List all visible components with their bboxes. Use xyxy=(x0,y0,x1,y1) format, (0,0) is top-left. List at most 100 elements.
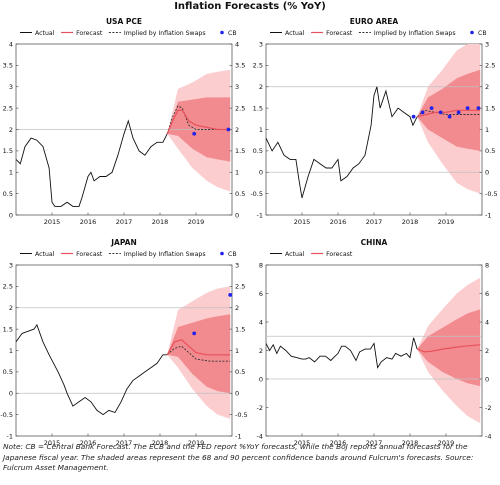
cb-point xyxy=(476,106,481,111)
y-tick-label-right: 1.5 xyxy=(235,147,245,155)
legend-actual-label: Actual xyxy=(35,251,55,258)
y-tick-label-left: 3 xyxy=(259,40,263,48)
legend-cb-label: CB xyxy=(228,30,237,37)
x-tick-label: 2015 xyxy=(44,218,61,226)
band-68 xyxy=(417,69,481,151)
chart-euro: EURO AREA Actual Forecast Implied by Inflat… xyxy=(250,17,497,226)
legend: Actual Forecast xyxy=(270,251,353,258)
cb-point xyxy=(465,106,470,111)
y-tick-label-right: 2 xyxy=(235,126,239,134)
y-tick-label-left: 2.5 xyxy=(253,62,263,70)
y-tick-label-left: -4 xyxy=(257,432,263,440)
legend-actual-label: Actual xyxy=(285,30,305,37)
x-tick-label: 2019 xyxy=(188,218,205,226)
series-actual xyxy=(266,86,418,199)
cb-point xyxy=(420,110,425,115)
x-tick-label: 2017 xyxy=(366,439,383,447)
x-tick-label: 2017 xyxy=(366,218,383,226)
chart-title: USA PCE xyxy=(106,17,142,26)
y-tick-label-left: 2.5 xyxy=(3,104,13,112)
y-tick-label-right: 1 xyxy=(235,347,239,355)
y-tick-label-right: 2.5 xyxy=(485,62,495,70)
y-tick-label-right: -2 xyxy=(485,404,491,412)
y-tick-label-left: 0.5 xyxy=(3,368,13,376)
y-tick-label-right: 1 xyxy=(235,169,239,177)
cb-point xyxy=(411,114,416,119)
y-tick-label-left: 0 xyxy=(259,375,263,383)
y-tick-label-left: -0.5 xyxy=(0,411,13,419)
x-tick-label: 2019 xyxy=(438,439,455,447)
series-forecast xyxy=(417,109,481,118)
x-tick-label: 2018 xyxy=(402,218,419,226)
x-tick-label: 2019 xyxy=(438,218,455,226)
footnote: Note: CB = Central Bank Forecast. The EC… xyxy=(3,442,474,472)
cb-point xyxy=(429,106,434,111)
y-tick-label-right: 2 xyxy=(235,304,239,312)
cb-point xyxy=(228,293,232,297)
legend-forecast-label: Forecast xyxy=(76,251,103,258)
y-tick-label-right: 0.5 xyxy=(235,368,245,376)
y-tick-label-left: 0.5 xyxy=(253,147,263,155)
chart-title: EURO AREA xyxy=(350,17,399,26)
main-title: Inflation Forecasts (% YoY) xyxy=(174,1,326,12)
y-tick-label-left: 0.5 xyxy=(3,190,13,198)
chart-usa: USA PCE Actual Forecast Implied by Inflatio… xyxy=(3,17,246,226)
plot-area xyxy=(266,277,482,424)
plot-area xyxy=(16,286,232,419)
y-tick-label-right: 1.5 xyxy=(235,325,245,333)
y-tick-label-right: 8 xyxy=(485,261,489,269)
cb-point xyxy=(438,110,443,115)
y-tick-label-right: -1 xyxy=(235,432,241,440)
y-tick-label-right: 0.5 xyxy=(485,147,495,155)
plot-area xyxy=(266,44,482,199)
y-tick-label-left: 2 xyxy=(9,126,13,134)
series-forecast xyxy=(166,109,231,135)
legend-actual-label: Actual xyxy=(35,30,55,37)
y-tick-label-left: 3.5 xyxy=(3,62,13,70)
series-forecast xyxy=(166,339,231,356)
y-tick-label-left: 1 xyxy=(9,169,13,177)
y-tick-label-left: 4 xyxy=(259,318,263,326)
y-tick-label-left: 1 xyxy=(259,126,263,134)
series-forecast xyxy=(416,344,481,353)
x-tick-label: 2016 xyxy=(330,218,347,226)
y-tick-label-left: 0 xyxy=(259,169,263,177)
y-tick-label-right: 4 xyxy=(485,318,489,326)
y-tick-label-right: -0.5 xyxy=(485,190,498,198)
y-tick-label-left: 8 xyxy=(259,261,263,269)
x-tick-label: 2016 xyxy=(80,439,97,447)
x-tick-label: 2015 xyxy=(294,218,311,226)
x-tick-label: 2017 xyxy=(116,439,133,447)
x-tick-label: 2016 xyxy=(80,218,97,226)
y-tick-label-left: 3 xyxy=(9,83,13,91)
x-tick-label: 2015 xyxy=(44,439,61,447)
y-tick-label-right: 3 xyxy=(235,261,239,269)
y-tick-label-right: 0 xyxy=(235,211,239,219)
legend: Actual Forecast Implied by Inflation Swaps… xyxy=(20,30,237,37)
plot-area xyxy=(16,69,232,207)
y-tick-label-right: 3 xyxy=(235,83,239,91)
y-tick-label-left: 2 xyxy=(9,304,13,312)
y-tick-label-right: 2.5 xyxy=(235,283,245,291)
chart-china: CHINA Actual Forecast -4 -4 -2 -2 0 0 2 2 4 4 6 6 8 8 201… xyxy=(257,238,492,447)
y-tick-label-left: -2 xyxy=(257,404,263,412)
x-tick-label: 2015 xyxy=(294,439,311,447)
series-actual xyxy=(266,337,418,369)
legend-cb-swatch xyxy=(470,30,474,35)
chart-japan: JAPAN Actual Forecast Implied by Inflation … xyxy=(0,238,247,447)
x-tick-label: 2018 xyxy=(152,439,169,447)
y-tick-label-left: 0 xyxy=(9,211,13,219)
y-tick-label-right: 2 xyxy=(485,83,489,91)
y-tick-label-right: 0.5 xyxy=(235,190,245,198)
chart-title: JAPAN xyxy=(110,238,137,247)
y-tick-label-right: 3 xyxy=(485,40,489,48)
legend-cb-swatch xyxy=(220,251,224,256)
y-tick-label-left: -1 xyxy=(257,211,263,219)
x-tick-label: 2018 xyxy=(152,218,169,226)
y-tick-label-left: 1.5 xyxy=(3,325,13,333)
y-tick-label-right: 2 xyxy=(485,347,489,355)
y-tick-label-right: -1 xyxy=(485,211,491,219)
y-tick-label-left: 4 xyxy=(9,40,13,48)
y-tick-label-right: -4 xyxy=(485,432,491,440)
